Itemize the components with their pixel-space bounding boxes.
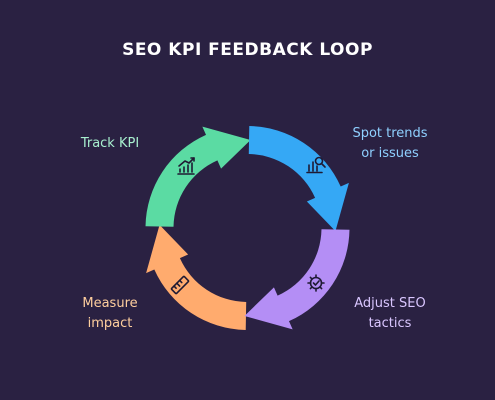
ruler-icon xyxy=(170,275,190,295)
chart-trend-icon xyxy=(177,157,195,175)
stage-label-track-kpi: Track KPI xyxy=(55,134,165,154)
diagram-title: SEO KPI FEEDBACK LOOP xyxy=(122,40,373,60)
arc-spot-trends xyxy=(248,126,349,232)
stage-label-line: or issues xyxy=(361,146,419,161)
stage-label-line: Measure xyxy=(82,296,138,311)
stage-label-line: Spot trends xyxy=(352,126,428,141)
stage-label-spot-trends: Spot trends or issues xyxy=(335,124,445,164)
chart-search-icon xyxy=(306,156,326,174)
stage-label-line: Adjust SEO xyxy=(354,296,426,311)
stage-label-line: impact xyxy=(87,316,133,331)
arc-track-kpi xyxy=(145,126,251,227)
stage-label-measure-impact: Measure impact xyxy=(55,294,165,334)
arc-measure-impact xyxy=(146,224,247,330)
stage-label-line: Track KPI xyxy=(80,136,140,151)
stage-label-line: tactics xyxy=(368,316,412,331)
gear-check-icon xyxy=(307,274,325,292)
stage-label-adjust-seo: Adjust SEO tactics xyxy=(335,294,445,334)
arc-adjust-seo xyxy=(244,229,350,330)
